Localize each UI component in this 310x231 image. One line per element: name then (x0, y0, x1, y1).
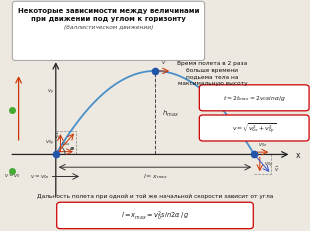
Text: Время полета в 2 раза
больше времени
подьема тела на
максимальную высоту: Время полета в 2 раза больше времени под… (177, 61, 247, 86)
Text: x: x (296, 150, 301, 159)
Text: $\vec{v}$: $\vec{v}$ (274, 164, 280, 173)
Text: $v_y$: $v_y$ (46, 88, 54, 97)
Text: Некоторые зависимости между величинами: Некоторые зависимости между величинами (18, 8, 199, 14)
Text: $t= 2t_{max} = 2v_0 sin\alpha/g$: $t= 2t_{max} = 2v_0 sin\alpha/g$ (223, 94, 286, 103)
Text: $v_{0x}$: $v_{0x}$ (258, 140, 268, 148)
Text: $\vec{v}_0$: $\vec{v}_0$ (54, 131, 61, 141)
Text: $v_{0y}$: $v_{0y}$ (45, 139, 54, 148)
Text: y: y (54, 47, 58, 56)
Text: Дальность полета при одной и той же начальной скорости зависит от угла: Дальность полета при одной и той же нача… (37, 193, 273, 198)
FancyBboxPatch shape (199, 85, 309, 111)
Text: при движении под углом к горизонту: при движении под углом к горизонту (31, 16, 186, 22)
Text: $v_{0y}$: $v_{0y}$ (264, 160, 274, 169)
Text: $l = x_{max} = v_0^2 sin2\alpha\ /g$: $l = x_{max} = v_0^2 sin2\alpha\ /g$ (121, 209, 189, 222)
FancyBboxPatch shape (199, 116, 309, 141)
FancyBboxPatch shape (12, 2, 205, 61)
Text: (баллистическом движении): (баллистическом движении) (64, 25, 153, 30)
Text: $v_{0x}$: $v_{0x}$ (61, 140, 71, 148)
Text: $\vec{v}$: $\vec{v}$ (161, 58, 166, 67)
FancyBboxPatch shape (57, 202, 253, 229)
Text: a: a (69, 146, 74, 151)
Text: $v = v_{0x}$: $v = v_{0x}$ (29, 173, 50, 181)
Text: $v = v_0$: $v = v_0$ (4, 171, 21, 179)
Text: $v = \sqrt{v_{0x}^2 + v_{0y}^2}$: $v = \sqrt{v_{0x}^2 + v_{0y}^2}$ (232, 121, 276, 136)
Text: $h_{max}$: $h_{max}$ (162, 108, 179, 118)
Text: $l = x_{max}$: $l = x_{max}$ (143, 172, 167, 180)
